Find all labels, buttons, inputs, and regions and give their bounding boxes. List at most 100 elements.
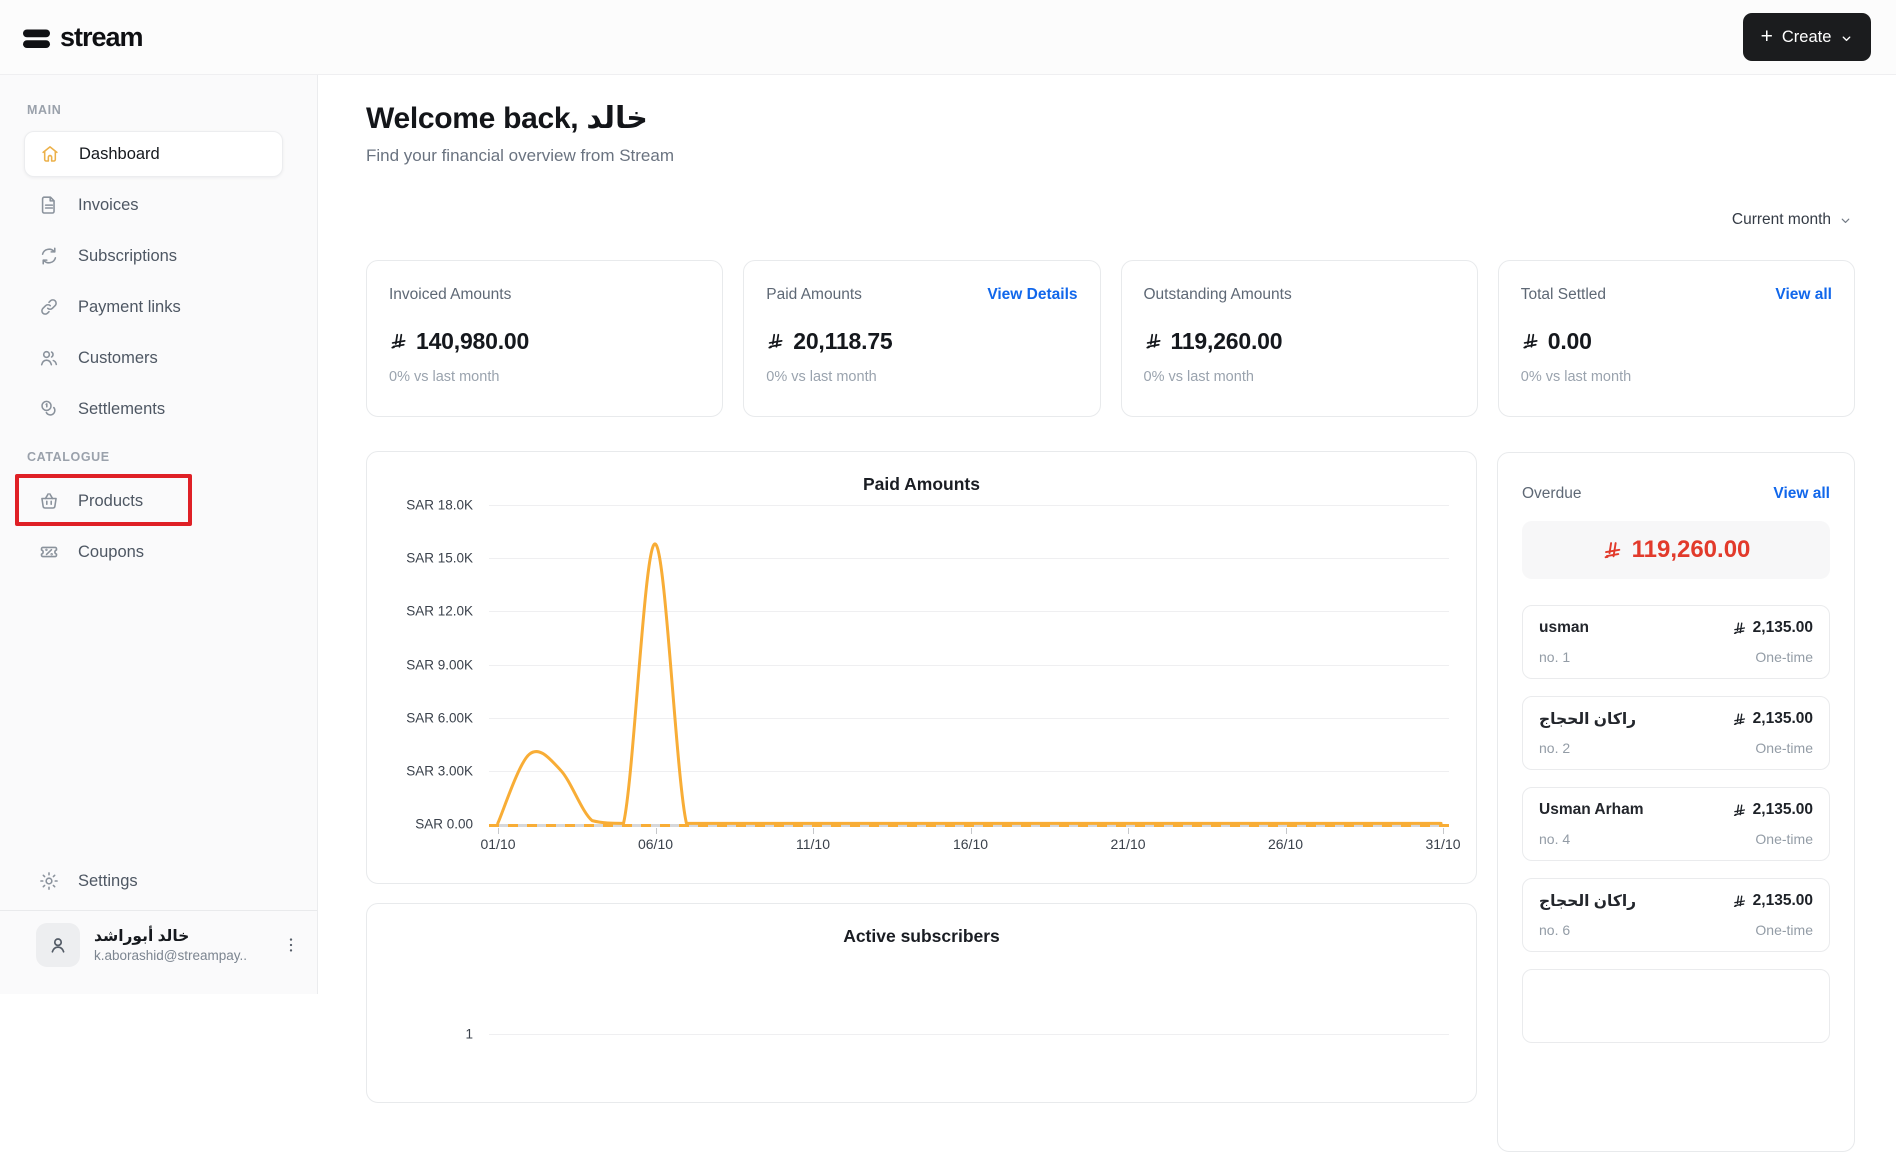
y-axis-tick-label: SAR 3.00K [406, 763, 473, 779]
sidebar-item-payment-links[interactable]: Payment links [24, 284, 283, 330]
paid-amounts-line-series [496, 542, 1443, 825]
invoice-number: no. 1 [1539, 649, 1571, 665]
overdue-list-item-partial[interactable] [1522, 969, 1830, 1043]
overdue-list-item[interactable]: usman no. 1 2,135.00 One-time [1522, 605, 1830, 679]
ticket-icon [38, 541, 60, 563]
view-all-link[interactable]: View all [1775, 286, 1832, 303]
sidebar-nav: MAIN Dashboard Invoices Subscriptions Paymen… [0, 75, 317, 575]
sidebar-item-customers[interactable]: Customers [24, 335, 283, 381]
overdue-list-item[interactable]: راكان الحجاج no. 2 2,135.00 One-time [1522, 696, 1830, 770]
stat-card-value: 119,260.00 [1144, 328, 1455, 355]
riyal-symbol-icon [768, 333, 783, 349]
y-axis-tick-label: SAR 9.00K [406, 657, 473, 673]
invoice-icon [38, 194, 60, 216]
stat-card-subtext: 0% vs last month [389, 369, 500, 385]
sidebar-item-label: Settings [78, 871, 138, 890]
y-axis-tick-label: SAR 15.0K [406, 550, 473, 566]
stat-card-total-settled: Total Settled View all 0.00 0% vs last mont… [1497, 260, 1855, 417]
invoice-amount: 2,135.00 [1732, 892, 1813, 910]
sidebar-item-subscriptions[interactable]: Subscriptions [24, 233, 283, 279]
stat-card-label: Outstanding Amounts [1143, 286, 1292, 303]
y-axis-tick-label: 1 [465, 1026, 473, 1042]
invoice-number: no. 6 [1539, 922, 1571, 938]
coins-icon [38, 398, 60, 420]
sidebar-item-products[interactable]: Products [24, 478, 283, 524]
plus-icon: + [1760, 24, 1773, 48]
sidebar-item-invoices[interactable]: Invoices [24, 182, 283, 228]
stats-row: Invoiced Amounts 140,980.00 0% vs last mon… [366, 260, 1855, 417]
gridline [489, 718, 1449, 719]
section-label-catalogue: CATALOGUE [27, 450, 110, 464]
stat-card-outstanding-amounts: Outstanding Amounts 119,260.00 0% vs last … [1120, 260, 1478, 417]
active-subscribers-chart-card: Active subscribers 1 [366, 903, 1477, 1103]
overdue-total: 119,260.00 [1522, 521, 1830, 579]
overdue-total-value: 119,260.00 [1631, 536, 1751, 563]
invoice-type: One-time [1755, 740, 1813, 756]
overdue-title: Overdue [1522, 485, 1582, 502]
x-axis-tick [498, 828, 499, 834]
link-icon [38, 296, 60, 318]
customer-name: راكان الحجاج [1539, 711, 1637, 728]
avatar [36, 923, 80, 967]
stream-logo[interactable]: stream [22, 22, 144, 54]
x-axis-tick-label: 11/10 [796, 836, 830, 852]
y-axis-tick-label: SAR 6.00K [406, 710, 473, 726]
chevron-down-icon [1840, 30, 1853, 45]
stat-card-subtext: 0% vs last month [1520, 369, 1632, 385]
section-label-main: MAIN [27, 103, 62, 117]
customer-name: Usman Arham [1539, 801, 1644, 818]
stat-card-value: 20,118.75 [766, 328, 1077, 355]
create-button[interactable]: + Create [1743, 13, 1871, 61]
stat-card-subtext: 0% vs last month [1143, 369, 1254, 385]
invoice-type: One-time [1755, 922, 1813, 938]
sidebar-item-label: Subscriptions [78, 246, 178, 265]
x-axis-tick-label: 06/10 [637, 836, 674, 852]
invoice-amount: 2,135.00 [1732, 619, 1813, 637]
sidebar-item-label: Coupons [78, 542, 145, 561]
overdue-list-item[interactable]: Usman Arham no. 4 2,135.00 One-time [1522, 787, 1830, 861]
sidebar-item-label: Customers [78, 348, 158, 367]
stat-card-paid-amounts: Paid Amounts View Details 20,118.75 0% vs l… [743, 260, 1101, 417]
x-axis-tick-label: 21/10 [1110, 836, 1146, 852]
sidebar-item-coupons[interactable]: Coupons [24, 529, 283, 575]
y-axis-tick-label: SAR 0.00 [415, 816, 473, 832]
stat-card-subtext: 0% vs last month [766, 369, 877, 385]
sidebar-item-settlements[interactable]: Settlements [24, 386, 283, 432]
view-details-link[interactable]: View Details [987, 286, 1078, 303]
invoice-type: One-time [1755, 649, 1813, 665]
stream-logo-text: stream [60, 22, 144, 52]
sidebar-item-dashboard[interactable]: Dashboard [24, 131, 283, 177]
sidebar-item-label: Invoices [78, 195, 139, 214]
riyal-symbol-icon [1145, 333, 1161, 349]
kebab-menu-icon[interactable] [281, 935, 301, 955]
sidebar-item-settings[interactable]: Settings [24, 858, 283, 904]
topbar: stream + Create [0, 0, 1896, 75]
riyal-symbol-icon [1733, 713, 1745, 725]
home-icon [39, 143, 61, 165]
refresh-icon [38, 245, 60, 267]
invoice-type: One-time [1755, 831, 1813, 847]
overdue-view-all-link[interactable]: View all [1773, 485, 1830, 502]
sidebar-item-label: Dashboard [79, 144, 160, 163]
stat-card-invoiced-amounts: Invoiced Amounts 140,980.00 0% vs last mon… [366, 260, 724, 417]
sidebar: MAIN Dashboard Invoices Subscriptions Paymen… [0, 75, 318, 994]
x-axis-tick-label: 01/10 [480, 836, 516, 852]
x-axis-tick [1443, 828, 1444, 834]
period-selector[interactable]: Current month [1732, 211, 1852, 229]
divider [0, 910, 317, 911]
profile-email: k.aborashid@streampay... [94, 947, 248, 963]
sidebar-item-label: Products [78, 491, 144, 510]
stat-card-label: Invoiced Amounts [389, 286, 512, 303]
chart-title: Active subscribers [843, 926, 1000, 946]
sidebar-bottom: Settings خالد أبوراشد k.aborashid@stream… [0, 858, 317, 994]
overdue-list-item[interactable]: راكان الحجاج no. 6 2,135.00 One-time [1522, 878, 1830, 952]
people-icon [38, 347, 60, 369]
profile-menu[interactable]: خالد أبوراشد k.aborashid@streampay... [0, 911, 317, 967]
x-axis-tick-label: 31/10 [1425, 836, 1461, 852]
riyal-symbol-icon [1523, 333, 1538, 349]
x-axis-tick [1128, 828, 1129, 834]
x-axis-tick-label: 16/10 [952, 836, 989, 852]
invoice-number: no. 4 [1539, 831, 1571, 847]
x-axis-tick-label: 26/10 [1267, 836, 1304, 852]
y-axis-tick-label: SAR 18.0K [406, 497, 473, 513]
